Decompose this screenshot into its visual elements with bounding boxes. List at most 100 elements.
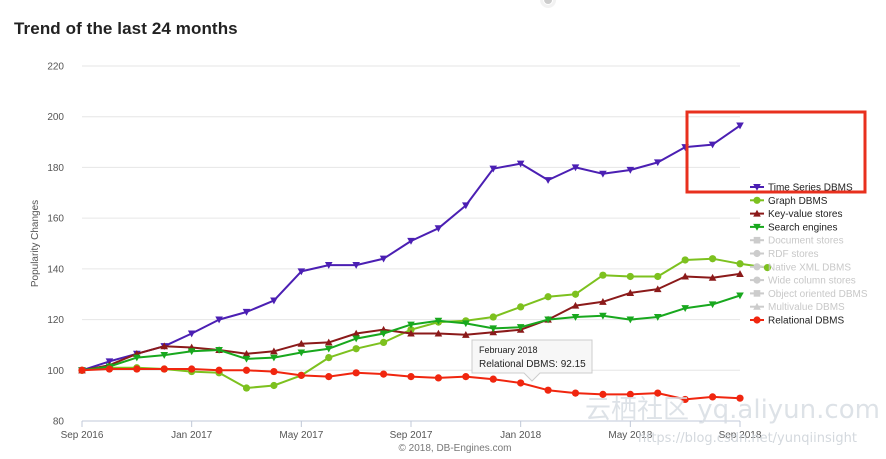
data-point[interactable] <box>324 262 333 269</box>
data-point[interactable] <box>379 370 388 378</box>
data-point[interactable] <box>736 270 744 277</box>
legend-marker-square-icon[interactable] <box>753 290 761 297</box>
legend-marker-circle-icon[interactable] <box>753 276 761 284</box>
data-point[interactable] <box>270 354 278 362</box>
data-point[interactable] <box>160 365 168 373</box>
data-point[interactable] <box>489 165 498 173</box>
data-point[interactable] <box>462 202 470 210</box>
data-point[interactable] <box>133 365 141 373</box>
data-point[interactable] <box>708 393 717 401</box>
data-point[interactable] <box>270 367 278 376</box>
data-point[interactable] <box>517 303 525 311</box>
data-point[interactable] <box>352 262 360 269</box>
data-point[interactable] <box>407 373 415 381</box>
legend-item-document-stores[interactable]: Document stores <box>750 236 844 247</box>
data-point[interactable] <box>599 271 607 279</box>
data-point[interactable] <box>242 350 251 357</box>
legend-label[interactable]: Time Series DBMS <box>768 183 853 194</box>
legend-marker-circle-icon[interactable] <box>753 316 761 324</box>
legend-label[interactable]: Native XML DBMS <box>768 262 851 273</box>
data-point[interactable] <box>599 170 607 178</box>
legend-label[interactable]: Wide column stores <box>768 276 856 287</box>
legend-label[interactable]: Document stores <box>768 236 844 247</box>
data-point[interactable] <box>379 330 388 338</box>
data-point[interactable] <box>516 324 525 331</box>
data-point[interactable] <box>626 390 634 398</box>
data-point[interactable] <box>324 345 333 353</box>
legend-item-wide-column-stores[interactable]: Wide column stores <box>750 276 856 287</box>
data-point[interactable] <box>297 371 305 379</box>
legend-label[interactable]: Object oriented DBMS <box>768 289 868 300</box>
data-point[interactable] <box>544 386 552 394</box>
legend-label[interactable]: RDF stores <box>768 249 819 260</box>
data-point[interactable] <box>571 313 580 321</box>
data-point[interactable] <box>736 260 744 268</box>
data-point[interactable] <box>544 316 552 324</box>
data-point[interactable] <box>571 389 580 397</box>
data-point[interactable] <box>352 335 360 343</box>
data-point[interactable] <box>708 255 717 263</box>
data-point[interactable] <box>681 305 689 312</box>
data-point[interactable] <box>599 312 607 320</box>
legend-item-key-value-stores[interactable]: Key-value stores <box>750 209 842 220</box>
data-point[interactable] <box>297 349 306 357</box>
data-point[interactable] <box>516 160 525 168</box>
data-point[interactable] <box>407 237 415 245</box>
data-point[interactable] <box>571 301 580 309</box>
data-point[interactable] <box>489 313 497 321</box>
data-point[interactable] <box>188 365 196 373</box>
data-point[interactable] <box>215 316 223 324</box>
data-point[interactable] <box>242 355 251 363</box>
data-point[interactable] <box>763 263 772 272</box>
data-point[interactable] <box>489 375 497 383</box>
legend-label[interactable]: Graph DBMS <box>768 196 828 207</box>
data-point[interactable] <box>599 390 607 398</box>
data-point[interactable] <box>708 141 717 149</box>
data-point[interactable] <box>736 394 744 402</box>
data-point[interactable] <box>462 330 470 338</box>
data-point[interactable] <box>324 338 333 346</box>
data-point[interactable] <box>242 384 251 392</box>
legend-marker-triangle-up-icon[interactable] <box>753 209 761 217</box>
legend-marker-circle-icon[interactable] <box>753 263 761 271</box>
data-point[interactable] <box>133 354 141 362</box>
data-point[interactable] <box>654 272 662 281</box>
data-point[interactable] <box>187 348 196 356</box>
data-point[interactable] <box>407 329 415 337</box>
data-point[interactable] <box>544 177 552 184</box>
data-point[interactable] <box>78 366 86 374</box>
data-point[interactable] <box>489 325 498 333</box>
data-point[interactable] <box>626 166 635 174</box>
legend-item-rdf-stores[interactable]: RDF stores <box>750 249 819 260</box>
data-point[interactable] <box>379 255 388 263</box>
data-point[interactable] <box>626 272 634 281</box>
data-point[interactable] <box>434 225 443 233</box>
data-point[interactable] <box>653 159 662 167</box>
data-point[interactable] <box>352 345 360 353</box>
data-point[interactable] <box>626 289 635 296</box>
data-point[interactable] <box>434 329 443 337</box>
data-point[interactable] <box>407 321 415 329</box>
legend-label[interactable]: Multivalue DBMS <box>768 302 845 313</box>
legend-marker-square-icon[interactable] <box>753 236 761 244</box>
series-line-graph-dbms[interactable] <box>81 257 768 389</box>
data-point[interactable] <box>517 379 525 387</box>
data-point[interactable] <box>297 339 306 347</box>
data-point[interactable] <box>736 292 744 300</box>
legend-item-time-series-dbms[interactable]: Time Series DBMS <box>750 183 853 194</box>
data-point[interactable] <box>270 347 278 355</box>
legend-item-graph-dbms[interactable]: Graph DBMS <box>750 196 828 207</box>
data-point[interactable] <box>462 373 470 381</box>
data-point[interactable] <box>708 273 717 281</box>
data-point[interactable] <box>297 268 306 276</box>
data-point[interactable] <box>681 272 689 280</box>
legend-label[interactable]: Relational DBMS <box>768 316 844 327</box>
data-point[interactable] <box>325 354 333 362</box>
data-point[interactable] <box>681 256 689 264</box>
data-point[interactable] <box>105 365 114 373</box>
data-point[interactable] <box>160 342 169 350</box>
legend-marker-triangle-down-icon[interactable] <box>753 183 761 191</box>
legend-item-multivalue-dbms[interactable]: Multivalue DBMS <box>750 302 845 313</box>
legend-marker-circle-icon[interactable] <box>753 249 761 258</box>
data-point[interactable] <box>270 381 278 390</box>
